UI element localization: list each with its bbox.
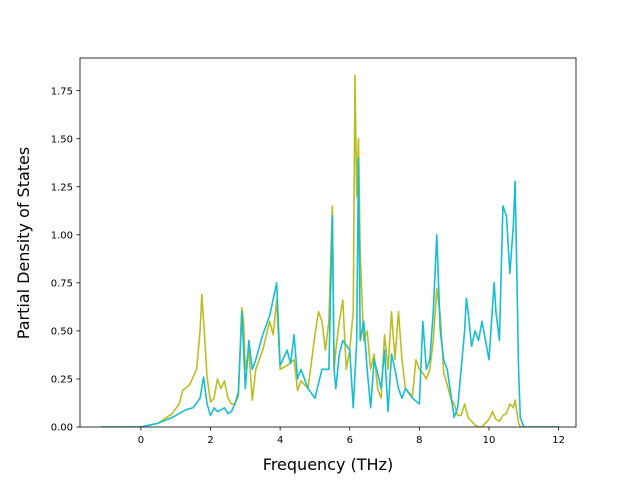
series-line-2 [100,157,559,427]
y-tick-label: 0.75 [51,278,73,289]
y-tick-label: 1.25 [51,182,73,193]
x-tick-label: 0 [138,435,144,446]
y-axis-ticks: 0.00 0.25 0.50 0.75 1.00 1.25 1.50 1.75 [51,86,80,434]
series-layer [100,74,559,427]
x-tick-label: 8 [416,435,422,446]
x-tick-label: 2 [207,435,213,446]
y-tick-label: 0.50 [51,327,73,338]
y-tick-label: 0.25 [51,375,73,386]
x-tick-label: 4 [277,435,283,446]
y-axis-label: Partial Density of States [14,147,33,339]
x-tick-label: 6 [347,435,353,446]
x-tick-label: 10 [483,435,496,446]
series-line-1 [100,74,559,427]
y-tick-label: 1.00 [51,230,73,241]
y-tick-label: 1.75 [51,86,73,97]
y-tick-label: 0.00 [51,423,73,434]
x-tick-label: 12 [552,435,565,446]
axes-spine [79,57,577,428]
axes-frame [79,57,577,428]
y-tick-label: 1.50 [51,134,73,145]
x-axis-label: Frequency (THz) [263,455,393,474]
x-axis-ticks: 0 2 4 6 8 10 12 [138,427,565,446]
